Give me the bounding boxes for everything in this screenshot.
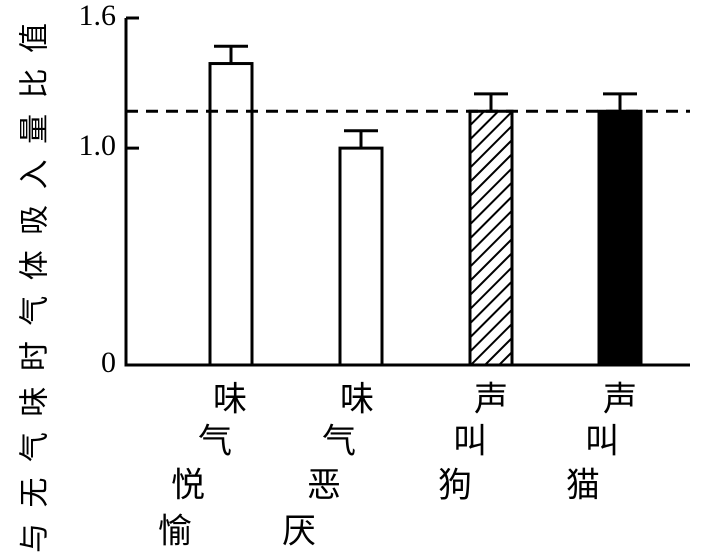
axes-layer: 0 1.0 1.6 <box>79 0 690 379</box>
y-tick-label-1: 0 <box>101 346 116 379</box>
category-1-label-char-3: 悦 <box>171 466 205 506</box>
category-3-label-char-2: 叫 <box>453 422 487 462</box>
category-1-label-char-4: 愉 <box>158 512 192 552</box>
bar-4 <box>597 109 643 367</box>
category-1-label-char-1: 味 <box>213 380 247 420</box>
category-2-label-char-1: 味 <box>340 380 374 420</box>
bar-1 <box>208 62 254 367</box>
category-2-label-char-4: 厌 <box>282 512 316 552</box>
error-bar-3 <box>474 92 508 112</box>
bars-layer <box>126 44 690 367</box>
category-2-label-char-2: 气 <box>322 422 356 462</box>
category-4-label-char-1: 声 <box>603 380 637 420</box>
y-tick-label-2: 1.0 <box>79 129 117 162</box>
category-3-label-char-3: 狗 <box>438 466 472 506</box>
y-tick-label-3: 1.6 <box>79 0 117 32</box>
category-2-label-char-3: 恶 <box>307 466 341 506</box>
bar-2 <box>338 146 384 367</box>
error-bar-1 <box>214 44 248 64</box>
bar-3 <box>468 109 514 367</box>
category-4-label-char-3: 猫 <box>566 466 600 506</box>
error-bar-4 <box>603 92 637 112</box>
category-4-label-char-2: 叫 <box>585 422 619 462</box>
category-3-label-char-1: 声 <box>474 380 508 420</box>
error-bar-2 <box>344 129 378 149</box>
category-1-label-char-2: 气 <box>198 422 232 462</box>
y-axis-label: 与无气味时气体吸入量比值 <box>18 23 53 552</box>
